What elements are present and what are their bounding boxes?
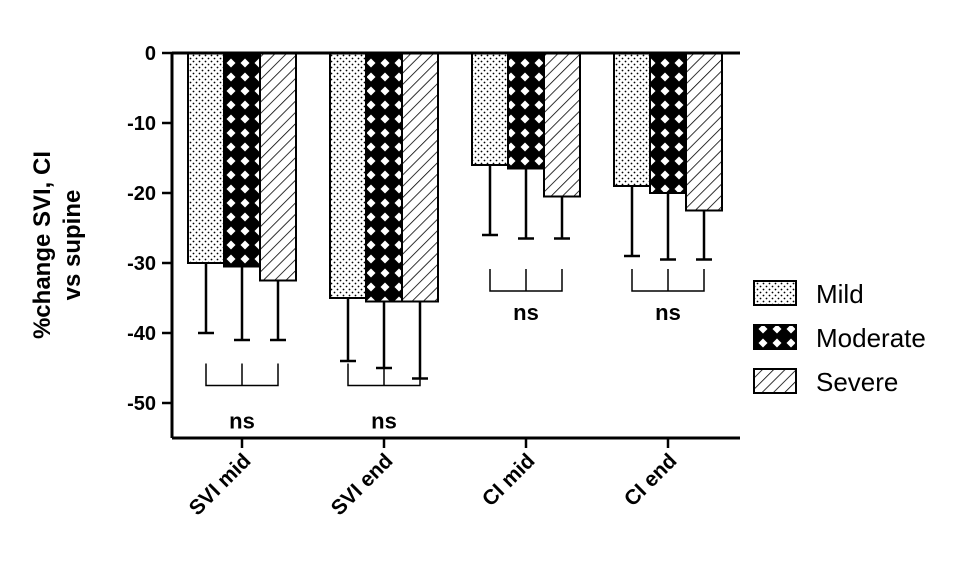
- y-axis-label-line: vs supine: [59, 190, 86, 301]
- x-tick-label: SVI end: [327, 449, 398, 520]
- legend-swatch: [753, 280, 797, 306]
- y-tick-label: -20: [127, 183, 156, 205]
- bar: [649, 52, 687, 194]
- significance-label: ns: [229, 409, 255, 434]
- significance-label: ns: [655, 300, 681, 325]
- x-tick-label: CI end: [620, 449, 682, 511]
- bar: [507, 52, 545, 170]
- bars: [187, 52, 723, 303]
- y-tick-label: -50: [127, 393, 156, 415]
- bar: [259, 52, 297, 282]
- error-bars: [198, 165, 712, 380]
- bar: [365, 52, 403, 303]
- x-tick-label: SVI mid: [185, 449, 256, 520]
- legend-label: Mild: [816, 279, 864, 309]
- significance-annotations: ns ns ns ns: [205, 269, 705, 434]
- legend-label: Severe: [816, 367, 898, 397]
- significance-label: ns: [371, 409, 397, 434]
- bar: [187, 52, 225, 264]
- y-axis-label: %change SVI, CI vs supine: [29, 151, 86, 339]
- bar: [401, 52, 439, 303]
- bar: [543, 52, 581, 198]
- y-tick-label: -40: [127, 323, 156, 345]
- bar: [329, 52, 367, 299]
- y-tick-label: -10: [127, 113, 156, 135]
- bar: [223, 52, 261, 268]
- y-tick-label: -30: [127, 253, 156, 275]
- bar: [685, 52, 723, 212]
- y-axis-label-line: %change SVI, CI: [29, 151, 56, 339]
- bar: [471, 52, 509, 166]
- legend: Mild Moderate Severe: [753, 279, 926, 397]
- bar: [613, 52, 651, 187]
- legend-swatch: [753, 368, 797, 394]
- legend-swatch: [753, 324, 797, 350]
- significance-label: ns: [513, 300, 539, 325]
- legend-label: Moderate: [816, 323, 926, 353]
- y-axis-title: %change SVI, CI vs supine: [29, 151, 86, 339]
- x-tick-label: CI mid: [478, 449, 540, 511]
- y-tick-label: 0: [145, 43, 156, 65]
